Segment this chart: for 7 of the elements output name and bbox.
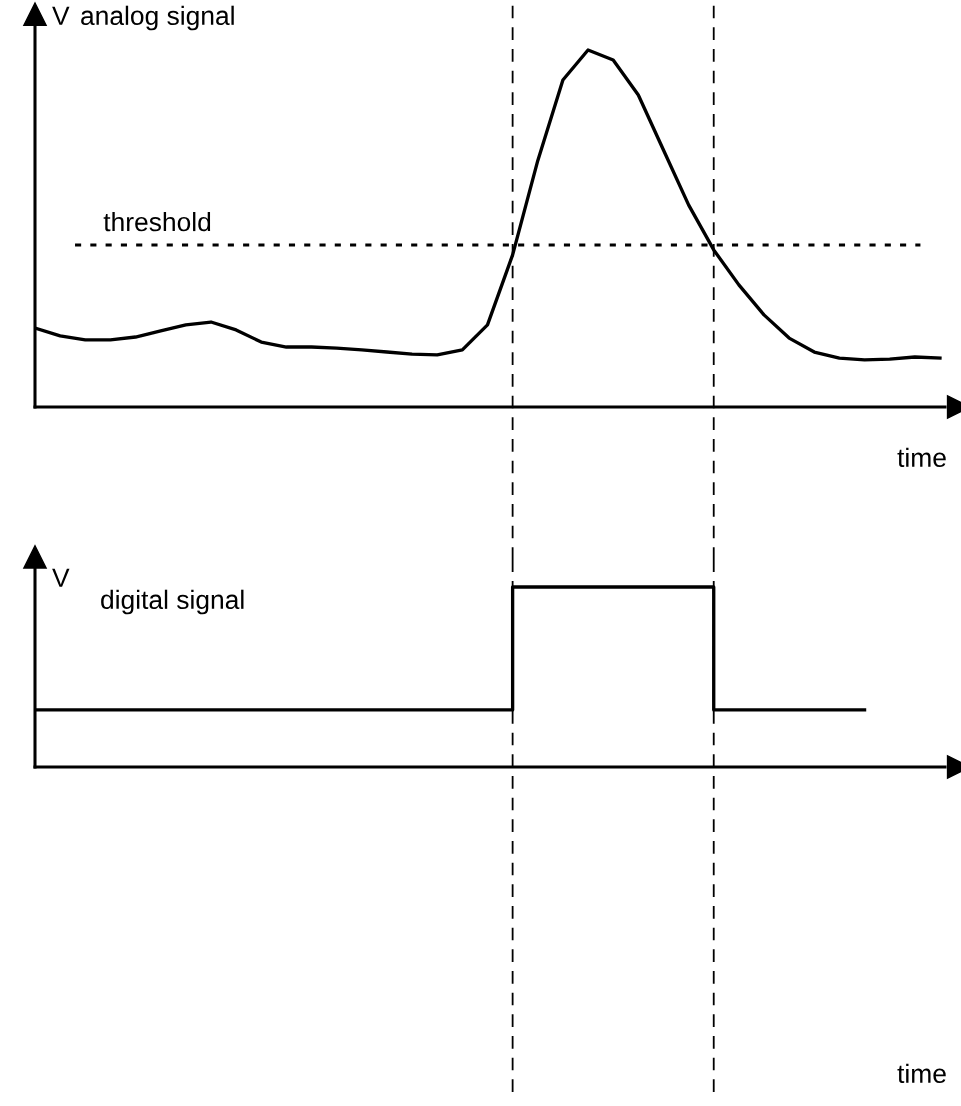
y-axis-title: V	[52, 568, 70, 587]
x-axis-title: time	[897, 447, 946, 468]
chart-title: digital signal	[101, 589, 244, 615]
y-axis-title: V	[52, 6, 70, 25]
ref-line-label: threshold	[103, 211, 211, 232]
x-axis-title: time	[897, 1063, 946, 1084]
chart-title: analog signal	[81, 5, 234, 31]
